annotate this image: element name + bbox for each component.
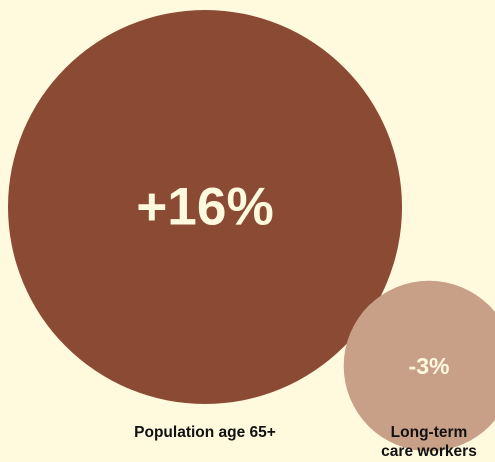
category-label-line-0-0: Population age 65+: [134, 424, 276, 441]
bubble-value-label-1: -3%: [409, 353, 450, 379]
category-label-line-1-0: Long-term: [391, 424, 468, 441]
bubble-value-label-0: +16%: [136, 178, 274, 237]
category-label-0: Population age 65+: [134, 424, 276, 441]
bubbles-group: +16% Population age 65+ -3% Long-term care w…: [8, 10, 495, 460]
category-label-line-1-1: care workers: [381, 443, 477, 460]
